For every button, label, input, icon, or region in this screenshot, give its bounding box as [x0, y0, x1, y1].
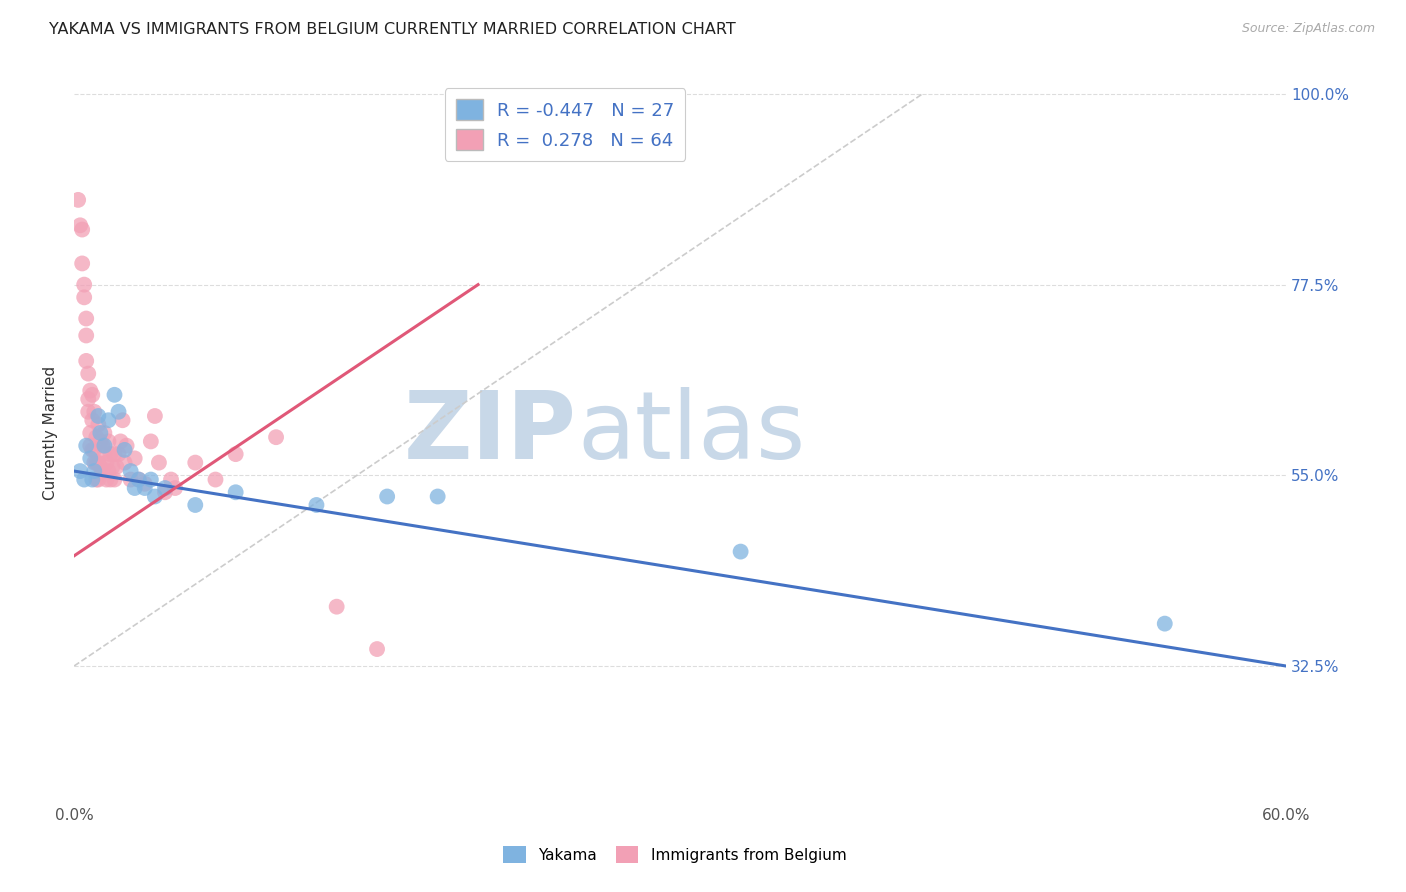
Point — [79, 439, 101, 453]
Point — [91, 464, 114, 478]
Point — [153, 485, 176, 500]
Point — [82, 413, 104, 427]
Point — [111, 413, 134, 427]
Point — [1153, 616, 1175, 631]
Point — [67, 193, 90, 207]
Point — [93, 439, 115, 453]
Point — [103, 447, 125, 461]
Point — [87, 409, 110, 423]
Point — [97, 413, 120, 427]
Point — [225, 447, 247, 461]
Point — [73, 473, 96, 487]
Legend: R = -0.447   N = 27, R =  0.278   N = 64: R = -0.447 N = 27, R = 0.278 N = 64 — [444, 88, 685, 161]
Y-axis label: Currently Married: Currently Married — [44, 366, 58, 500]
Point — [82, 473, 104, 487]
Point — [225, 485, 247, 500]
Text: ZIP: ZIP — [404, 387, 576, 479]
Point — [77, 392, 100, 406]
Point — [93, 447, 115, 461]
Point — [128, 473, 150, 487]
Point — [69, 219, 91, 233]
Point — [107, 405, 129, 419]
Point — [82, 442, 104, 457]
Point — [325, 599, 347, 614]
Point — [124, 451, 146, 466]
Point — [84, 456, 107, 470]
Point — [83, 405, 105, 419]
Point — [83, 464, 105, 478]
Point — [84, 430, 107, 444]
Point — [375, 490, 398, 504]
Point — [366, 642, 388, 657]
Point — [97, 434, 120, 449]
Point — [110, 434, 132, 449]
Point — [79, 384, 101, 398]
Point — [89, 434, 111, 449]
Point — [107, 447, 129, 461]
Text: Source: ZipAtlas.com: Source: ZipAtlas.com — [1241, 22, 1375, 36]
Point — [165, 481, 187, 495]
Text: YAKAMA VS IMMIGRANTS FROM BELGIUM CURRENTLY MARRIED CORRELATION CHART: YAKAMA VS IMMIGRANTS FROM BELGIUM CURREN… — [49, 22, 735, 37]
Point — [204, 473, 226, 487]
Point — [96, 473, 118, 487]
Point — [100, 473, 122, 487]
Point — [100, 447, 122, 461]
Point — [184, 498, 207, 512]
Point — [103, 388, 125, 402]
Point — [82, 388, 104, 402]
Point — [148, 456, 170, 470]
Point — [73, 290, 96, 304]
Point — [103, 473, 125, 487]
Point — [128, 473, 150, 487]
Point — [730, 544, 752, 558]
Point — [89, 425, 111, 440]
Point — [73, 277, 96, 292]
Point — [105, 459, 128, 474]
Point — [91, 439, 114, 453]
Point — [134, 481, 156, 495]
Point — [96, 456, 118, 470]
Point — [69, 464, 91, 478]
Point — [93, 425, 115, 440]
Point — [70, 256, 93, 270]
Point — [75, 311, 97, 326]
Point — [101, 459, 124, 474]
Point — [83, 442, 105, 457]
Point — [70, 222, 93, 236]
Point — [79, 451, 101, 466]
Text: atlas: atlas — [576, 387, 806, 479]
Point — [120, 473, 142, 487]
Point — [114, 456, 136, 470]
Point — [124, 481, 146, 495]
Point — [160, 473, 183, 487]
Point — [264, 430, 287, 444]
Point — [143, 409, 166, 423]
Point — [134, 476, 156, 491]
Point — [139, 434, 162, 449]
Point — [143, 490, 166, 504]
Point — [87, 473, 110, 487]
Point — [77, 405, 100, 419]
Point — [75, 354, 97, 368]
Point — [97, 464, 120, 478]
Point — [84, 473, 107, 487]
Point — [87, 417, 110, 432]
Point — [153, 481, 176, 495]
Point — [115, 439, 138, 453]
Point — [83, 456, 105, 470]
Point — [120, 464, 142, 478]
Point — [77, 367, 100, 381]
Point — [79, 425, 101, 440]
Point — [184, 456, 207, 470]
Point — [139, 473, 162, 487]
Point — [87, 456, 110, 470]
Point — [89, 459, 111, 474]
Point — [305, 498, 328, 512]
Legend: Yakama, Immigrants from Belgium: Yakama, Immigrants from Belgium — [496, 838, 853, 871]
Point — [426, 490, 449, 504]
Point — [114, 442, 136, 457]
Point — [75, 439, 97, 453]
Point — [75, 328, 97, 343]
